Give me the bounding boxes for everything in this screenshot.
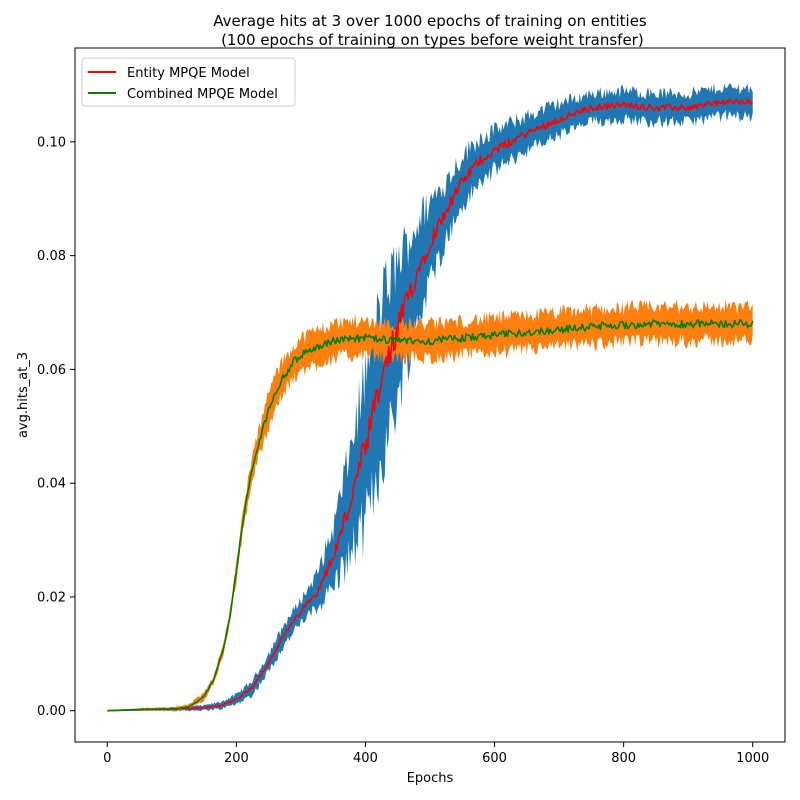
series-line-0 xyxy=(107,98,753,712)
plot-area xyxy=(107,82,754,712)
series-band-0 xyxy=(107,82,753,712)
x-tick-label: 1000 xyxy=(736,751,769,766)
series-band-1 xyxy=(107,299,753,712)
y-tick-label: 0.08 xyxy=(37,249,66,264)
y-axis-label: avg.hits_at_3 xyxy=(16,352,31,438)
x-tick-label: 600 xyxy=(482,751,507,766)
x-tick-label: 0 xyxy=(103,751,111,766)
x-tick-label: 200 xyxy=(224,751,249,766)
y-tick-label: 0.04 xyxy=(37,477,66,492)
x-tick-label: 400 xyxy=(353,751,378,766)
legend-box xyxy=(81,57,296,107)
y-axis-ticks: 0.00 0.02 0.04 0.06 0.08 0.10 xyxy=(37,135,75,719)
chart-title-line2: (100 epochs of training on types before … xyxy=(216,31,643,49)
x-axis-ticks: 0 200 400 600 800 1000 xyxy=(103,742,769,766)
y-tick-label: 0.06 xyxy=(37,363,66,378)
y-tick-label: 0.02 xyxy=(37,590,66,605)
chart-title-line1: Average hits at 3 over 1000 epochs of tr… xyxy=(213,12,647,30)
x-axis-label: Epochs xyxy=(407,771,454,786)
legend-label-combined: Combined MPQE Model xyxy=(127,87,278,102)
series-line-1 xyxy=(107,319,754,712)
legend-label-entity: Entity MPQE Model xyxy=(127,66,250,81)
series-lines xyxy=(107,98,754,712)
plot-frame xyxy=(74,47,786,743)
confidence-bands xyxy=(107,82,753,712)
y-tick-label: 0.10 xyxy=(37,135,66,150)
legend: Entity MPQE Model Combined MPQE Model xyxy=(81,57,296,107)
x-tick-label: 800 xyxy=(611,751,636,766)
y-tick-label: 0.00 xyxy=(37,704,66,719)
